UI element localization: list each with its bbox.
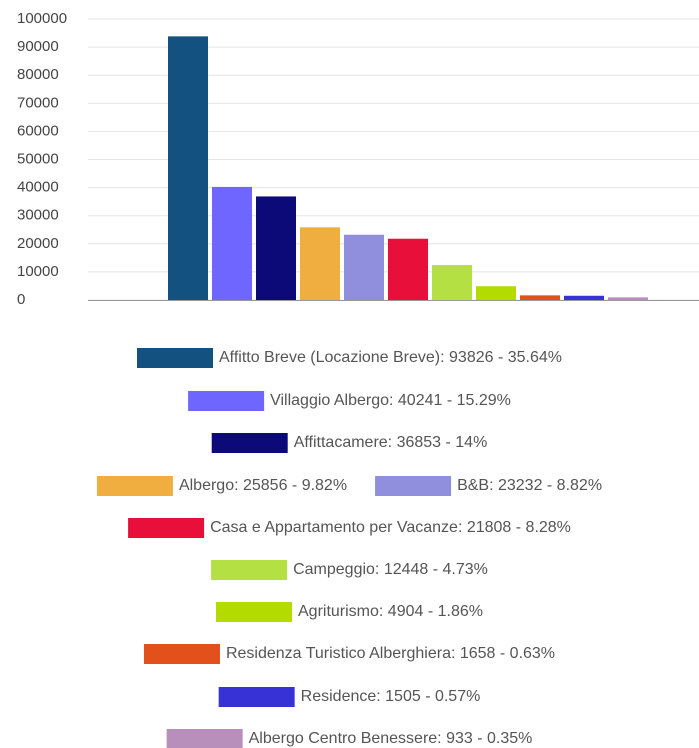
bar [388, 238, 428, 300]
legend-swatch [128, 518, 205, 538]
bar [564, 295, 604, 300]
bar [520, 295, 560, 300]
legend-label: Affittacamere: 36853 - 14% [294, 434, 488, 451]
y-tick-label: 40000 [17, 179, 59, 196]
legend-label: Campeggio: 12448 - 4.73% [293, 561, 488, 578]
legend-swatch [216, 602, 293, 622]
y-tick-label: 100000 [17, 10, 67, 27]
legend-swatch [375, 476, 452, 496]
bar [432, 265, 472, 300]
legend-label: Albergo Centro Benessere: 933 - 0.35% [249, 730, 533, 747]
y-tick-label: 10000 [17, 263, 59, 280]
bar [300, 227, 340, 300]
legend-swatch [143, 644, 220, 664]
legend-swatch [211, 560, 288, 580]
y-tick-label: 0 [17, 291, 25, 308]
legend-label: B&B: 23232 - 8.82% [457, 477, 602, 494]
y-tick-label: 80000 [17, 66, 59, 83]
legend-label: Albergo: 25856 - 9.82% [179, 477, 347, 494]
legend-swatch [166, 729, 243, 748]
y-tick-label: 20000 [17, 235, 59, 252]
bar [344, 234, 384, 300]
legend-swatch [218, 687, 295, 707]
y-tick-label: 90000 [17, 38, 59, 55]
legend-swatch [136, 348, 213, 368]
y-tick-label: 30000 [17, 207, 59, 224]
legend-label: Residence: 1505 - 0.57% [301, 688, 481, 705]
legend-label: Affitto Breve (Locazione Breve): 93826 -… [219, 349, 562, 366]
bar [476, 286, 516, 300]
bar [256, 196, 296, 300]
legend-swatch [96, 476, 173, 496]
y-tick-label: 70000 [17, 94, 59, 111]
legend-label: Agriturismo: 4904 - 1.86% [298, 603, 483, 620]
legend-label: Villaggio Albergo: 40241 - 15.29% [270, 392, 511, 409]
legend-label: Casa e Appartamento per Vacanze: 21808 -… [210, 519, 571, 536]
bar [212, 186, 252, 300]
legend-swatch [188, 391, 265, 411]
bar [168, 36, 208, 301]
legend-label: Residenza Turistico Alberghiera: 1658 - … [226, 645, 555, 662]
y-tick-label: 50000 [17, 150, 59, 167]
legend-swatch [211, 433, 288, 453]
bar [608, 297, 648, 300]
y-tick-label: 60000 [17, 122, 59, 139]
